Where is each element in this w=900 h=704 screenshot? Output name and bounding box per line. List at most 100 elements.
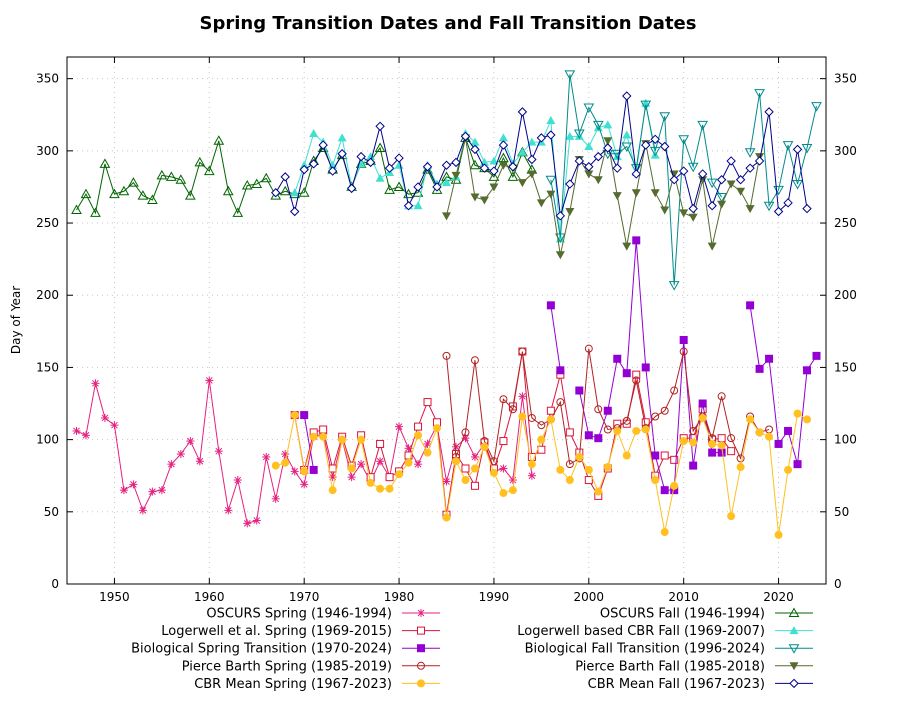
chart-title: Spring Transition Dates and Fall Transit… [200,13,697,34]
data-point [632,236,641,245]
data-point [280,172,290,182]
data-point [679,437,688,446]
legend-label: OSCURS Spring (1946-1994) [206,607,392,622]
data-point [632,426,641,435]
data-point [584,431,593,440]
data-point [347,473,356,482]
series-line [446,348,770,465]
data-point [641,425,650,434]
data-point [91,379,100,388]
data-point [385,484,394,493]
data-point [736,454,745,463]
data-point [470,193,480,202]
y-tick-label-right: 100 [834,433,857,447]
data-point [812,351,821,360]
data-point [726,180,736,189]
data-point [480,442,489,451]
data-point [404,458,413,467]
data-point [584,344,593,353]
data-point [194,156,206,167]
y-tick-label-right: 50 [834,505,849,519]
data-point [413,182,423,192]
data-point [508,476,517,485]
data-point [556,366,565,375]
data-point [451,171,461,180]
data-point [745,163,755,173]
data-point [233,476,242,485]
data-point [707,242,717,251]
data-point [203,165,215,176]
data-point [290,467,299,476]
data-point [698,413,707,422]
data-point [746,301,755,310]
data-point [442,513,451,522]
data-point [555,211,566,221]
data-point [518,412,527,421]
data-point [461,476,470,485]
data-point [470,137,480,146]
data-point [299,164,309,175]
legend-label: Pierce Barth Spring (1985-2019) [182,659,392,674]
y-tick-label-left: 350 [36,72,59,86]
data-point [319,425,328,434]
data-point [442,477,451,486]
plot-frame [66,56,827,585]
y-tick-label-left: 50 [44,505,59,519]
data-point [717,200,727,209]
series-line [749,305,817,465]
data-point [584,465,593,474]
data-point [137,190,149,200]
data-point [708,448,717,457]
data-point [262,452,271,461]
legend-label: Logerwell based CBR Fall (1969-2007) [517,624,765,639]
data-point [573,129,585,140]
data-point [802,203,812,214]
legend-label: Biological Spring Transition (1970-2024) [131,642,392,657]
data-point [726,156,736,166]
data-point [451,157,461,168]
data-point [366,478,375,487]
data-point [241,179,253,190]
data-point [290,188,300,197]
legend-label: CBR Mean Fall (1967-2023) [588,677,765,692]
series-line [76,136,533,215]
series-3 [300,236,821,495]
y-tick-label-left: 100 [36,433,59,447]
data-point [176,450,185,459]
data-point [689,461,698,470]
data-point [100,413,109,422]
y-tick-label-left: 150 [36,360,59,374]
data-point [414,422,423,431]
data-point [697,120,709,131]
data-point [594,434,603,443]
data-point [298,187,310,197]
data-point [376,439,385,448]
data-point [660,141,670,152]
data-point [470,481,479,490]
data-point [417,644,425,653]
data-point [789,626,799,635]
data-point [110,421,119,430]
data-point [214,447,223,456]
data-point [213,135,225,145]
data-point [517,179,527,188]
data-point [603,425,612,434]
data-point [784,426,793,435]
data-point [499,395,508,404]
data-point [489,468,498,477]
data-point [784,465,793,474]
data-point [670,455,679,464]
data-point [289,206,300,217]
data-point [357,460,366,469]
data-point [279,185,291,196]
data-point [128,177,139,187]
data-point [527,460,536,469]
data-point [129,480,138,489]
data-point [423,398,432,407]
data-point [706,178,718,189]
x-tick-label: 1960 [194,590,225,604]
data-point [754,89,765,99]
data-point [507,171,519,181]
data-point [451,442,460,451]
data-point [243,519,252,528]
